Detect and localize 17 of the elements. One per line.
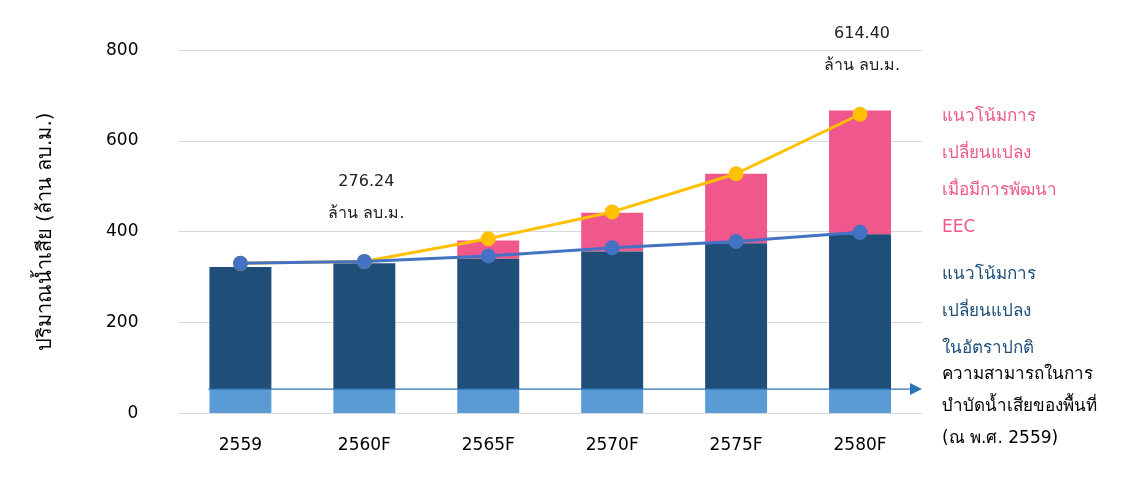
x-tick-label: 2560F [337,434,391,455]
x-tick-label: 2575F [709,434,763,455]
y-tick-label: 800 [105,38,139,59]
text: แนวโน้มการ เปลี่ยนแปลง ในอัตราปกติ [942,263,1036,358]
y-tick-label: 200 [105,311,139,332]
annotation: 614.40 ล้าน ลบ.ม. [823,23,901,75]
y-tick-label: 400 [105,220,139,241]
x-tick-label: 2559 [218,434,263,455]
annotation: 276.24 ล้าน ลบ.ม. [328,170,405,222]
y-tick-label: 0 [127,402,139,423]
y-axis-title: ปริมาณน้ำเสีย (ล้าน ลบ.ม.) [30,112,57,352]
text: แนวโน้มการ เปลี่ยนแปลง เมื่อมีการพัฒนา EEC [942,105,1057,237]
x-tick-label: 2570F [585,434,639,455]
ref-line-label: ความสามารถในการ บำบัดน้ำเสียของพื้นที่ (ณ พ.ศ. 2559) [942,363,1097,448]
x-tick-label: 2565F [461,434,515,455]
y-tick-label: 600 [105,129,139,150]
x-tick-label: 2580F [833,434,887,455]
